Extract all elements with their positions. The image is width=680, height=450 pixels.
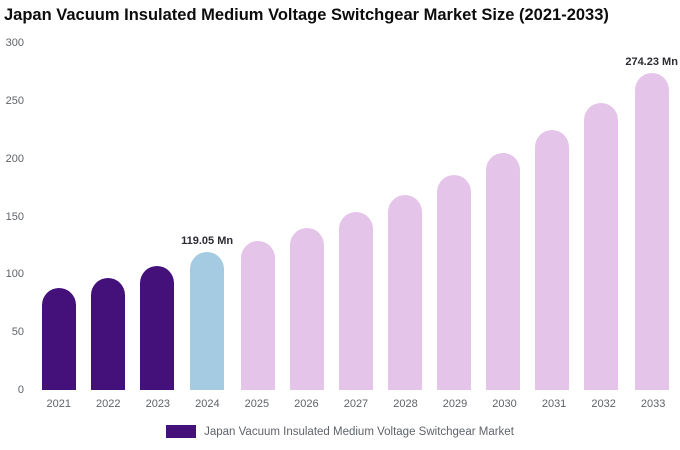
bar-2029	[436, 174, 471, 390]
bar-2023	[139, 266, 174, 390]
bar-column-2025	[233, 43, 282, 390]
bar-column-2028	[380, 43, 429, 390]
x-tick-label: 2030	[492, 398, 517, 410]
bar-column-2029	[429, 43, 478, 390]
y-tick-label: 150	[5, 210, 24, 223]
bar-2024	[190, 252, 225, 390]
bar-column-2030	[478, 43, 527, 390]
y-tick-label: 100	[5, 268, 24, 281]
legend-label: Japan Vacuum Insulated Medium Voltage Sw…	[204, 425, 514, 438]
x-tick-label: 2029	[442, 398, 468, 410]
bar-column-2021	[34, 43, 83, 390]
bar-column-2023	[132, 43, 181, 390]
x-tick-label: 2022	[96, 398, 121, 410]
x-tick-label: 2027	[343, 398, 369, 410]
y-tick-label: 50	[11, 326, 24, 339]
bars: 119.05 Mn 274.23 Mn	[34, 43, 678, 390]
y-axis: 0 50 100 150 200 250 300	[0, 37, 28, 396]
bar-value-label: 274.23 Mn	[625, 55, 678, 68]
bar-2026	[289, 228, 324, 390]
bar-2030	[485, 152, 520, 390]
x-tick-label: 2031	[541, 398, 567, 410]
y-tick-label: 0	[17, 384, 24, 396]
y-tick-label: 200	[5, 152, 24, 165]
x-tick-label: 2026	[294, 398, 319, 410]
x-tick-label: 2032	[591, 398, 616, 410]
x-tick-label: 2021	[46, 398, 71, 410]
y-tick-label: 250	[5, 94, 24, 107]
bar-column-2026	[282, 43, 331, 390]
y-tick-label: 300	[5, 37, 24, 49]
bar-2032	[583, 103, 618, 390]
bar-2033	[634, 72, 669, 390]
bar-2031	[534, 129, 569, 390]
bar-column-2022	[83, 43, 132, 390]
bar-2021	[41, 288, 76, 390]
x-tick-label: 2033	[640, 398, 666, 410]
bar-2028	[387, 194, 422, 390]
x-tick-label: 2028	[393, 398, 418, 410]
bar-column-2031	[527, 43, 576, 390]
bar-2025	[240, 240, 275, 390]
bar-2027	[338, 211, 373, 390]
x-tick-label: 2023	[145, 398, 171, 410]
x-axis: 2021 2022 2023 2024 2025 2026 2027 2028 2029 2030…	[34, 398, 678, 410]
bar-2022	[90, 277, 125, 390]
bar-column-2027	[331, 43, 380, 390]
bar-column-2024: 119.05 Mn	[181, 43, 233, 390]
chart-title: Japan Vacuum Insulated Medium Voltage Sw…	[4, 6, 609, 24]
bar-column-2033: 274.23 Mn	[625, 43, 678, 390]
x-tick-label: 2024	[195, 398, 220, 410]
x-tick-label: 2025	[244, 398, 270, 410]
legend: Japan Vacuum Insulated Medium Voltage Sw…	[0, 425, 680, 438]
legend-swatch	[166, 425, 197, 438]
bar-column-2032	[576, 43, 625, 390]
bar-value-label: 119.05 Mn	[181, 235, 234, 248]
